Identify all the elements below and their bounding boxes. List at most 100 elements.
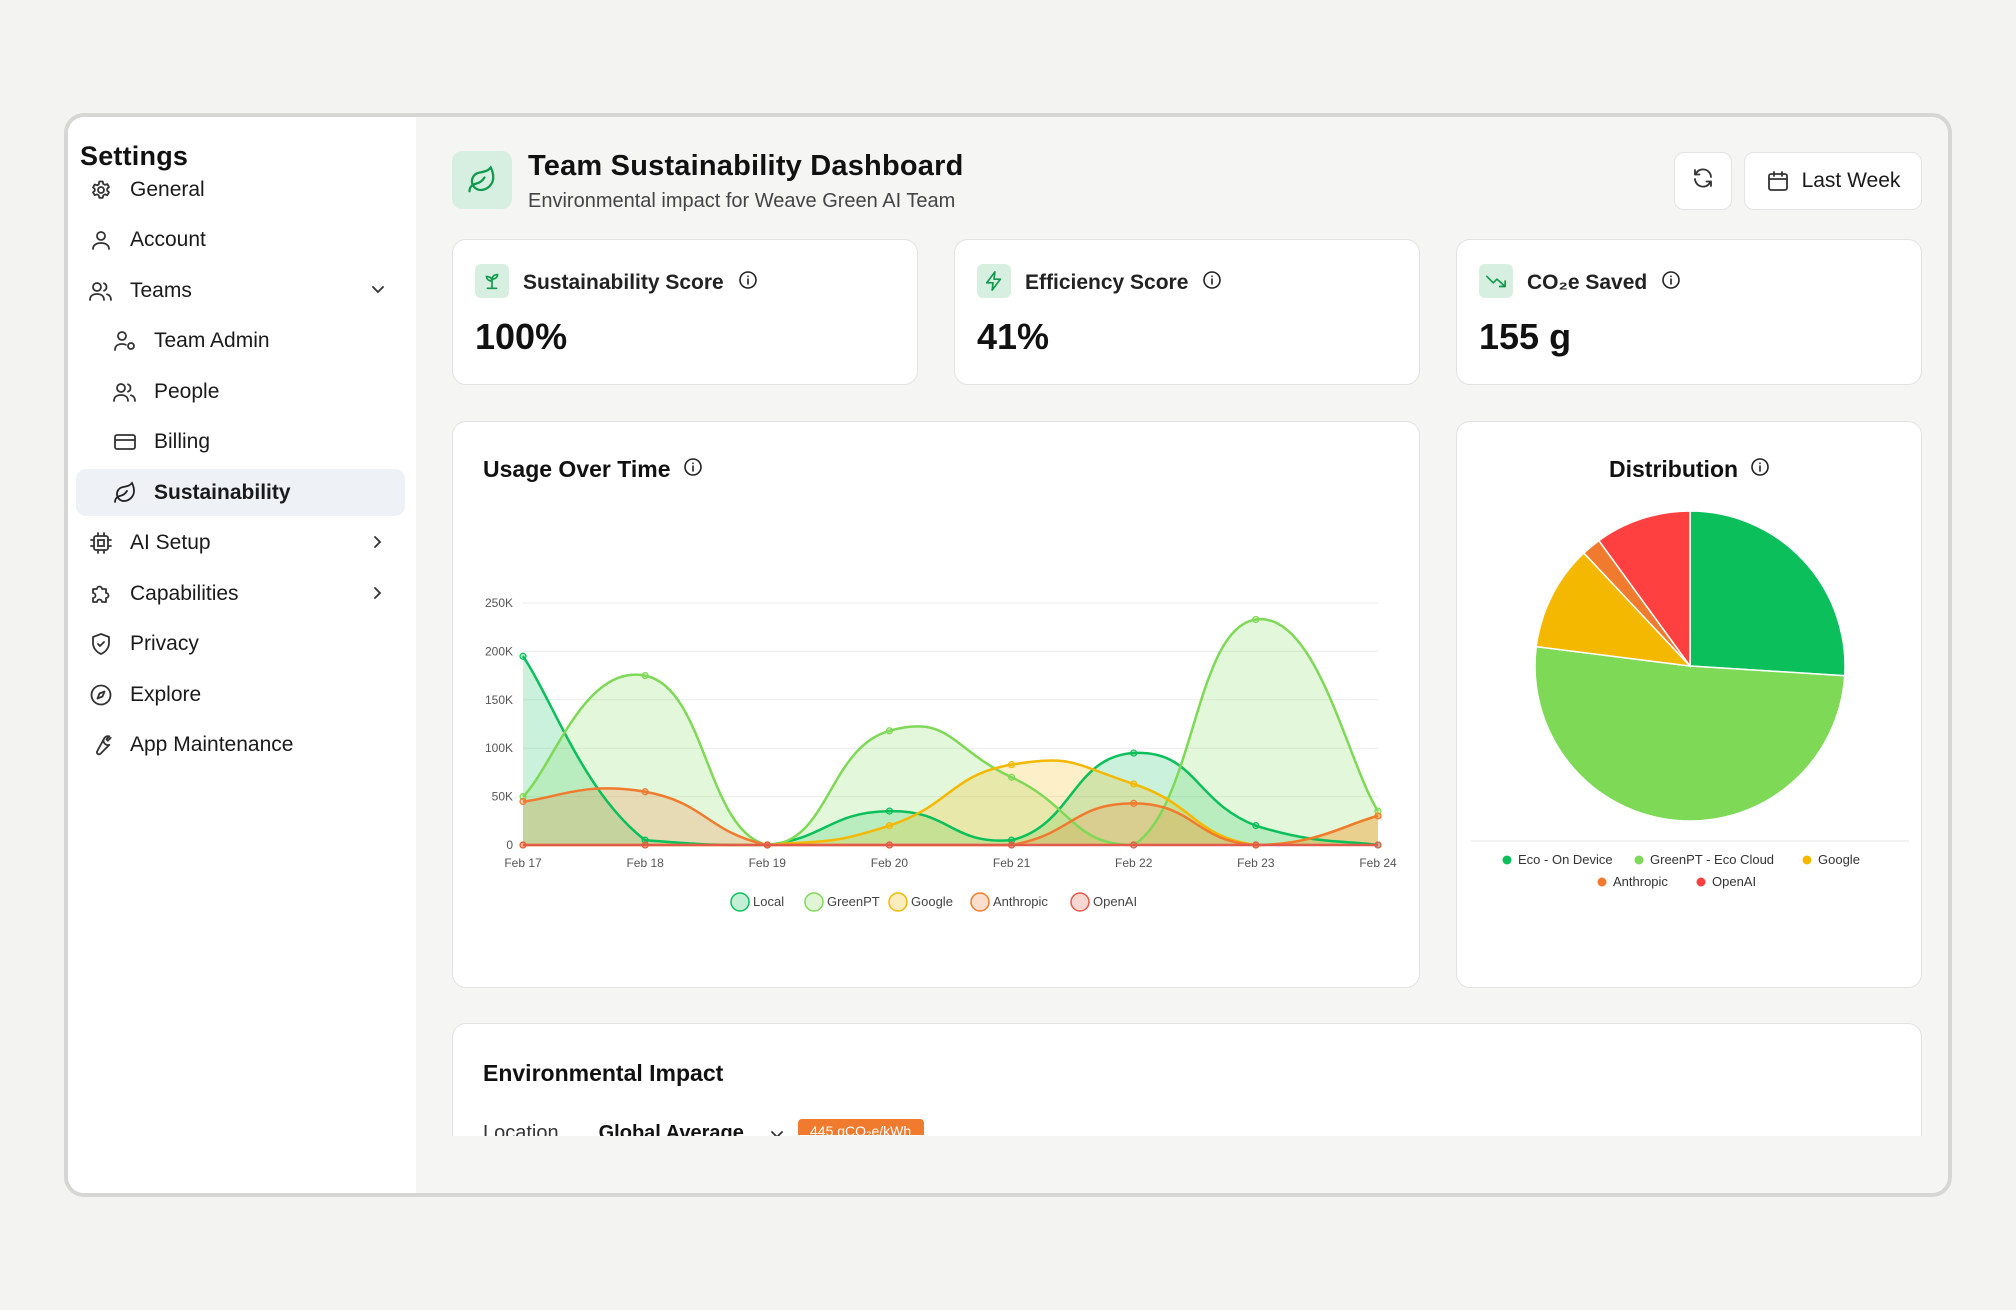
users-icon (88, 278, 114, 304)
sidebar-item-billing[interactable]: Billing (76, 418, 405, 465)
wrench-icon (88, 732, 114, 758)
usage-chart[interactable]: 0 50K 100K 150K 200K 250K Feb 17 Feb 18 Feb 19 Fe… (453, 422, 1421, 989)
sidebar-item-ai-setup[interactable]: AI Setup (76, 519, 405, 566)
chevron-right-icon[interactable] (367, 531, 389, 553)
legend-label: OpenAI (1712, 874, 1756, 889)
info-icon[interactable] (1750, 456, 1770, 483)
main-content: Team Sustainability Dashboard Environmen… (416, 117, 1948, 1193)
location-select[interactable]: Global Average (598, 1123, 744, 1136)
sidebar-item-label: Sustainability (154, 480, 291, 504)
leaf-icon (452, 151, 512, 209)
sidebar-item-privacy[interactable]: Privacy (76, 620, 405, 667)
stat-label: CO₂e Saved (1527, 270, 1681, 296)
distribution-card: Distribution Eco - On Device GreenPT - Ec… (1456, 421, 1922, 988)
page-title: Team Sustainability Dashboard (528, 150, 964, 182)
calendar-icon (1766, 169, 1790, 193)
legend-item: Google (888, 892, 953, 912)
sidebar-item-label: AI Setup (130, 530, 211, 554)
sidebar-item-label: Billing (154, 429, 211, 453)
legend-item: OpenAI (1070, 892, 1137, 912)
sidebar-item-general[interactable]: General (76, 166, 405, 213)
data-point (1374, 841, 1382, 849)
legend-item: Google (1802, 852, 1860, 867)
page-subtitle: Environmental impact for Weave Green AI … (528, 190, 956, 212)
users-icon (112, 379, 138, 405)
distribution-title-text: Distribution (1609, 456, 1739, 482)
stat-card-efficiency: Efficiency Score 41% (954, 239, 1420, 385)
sidebar-item-label: Teams (130, 278, 192, 302)
data-point (885, 727, 894, 735)
legend-swatch (1696, 877, 1706, 887)
stat-label-text: Efficiency Score (1025, 271, 1189, 294)
y-tick-label: 150K (485, 693, 513, 707)
sidebar-item-label: Capabilities (130, 581, 239, 605)
x-tick-label: Feb 18 (626, 856, 664, 870)
sidebar-item-teams[interactable]: Teams (76, 267, 405, 314)
sprout-icon (475, 264, 509, 298)
data-point (641, 788, 649, 796)
legend-item: OpenAI (1696, 874, 1756, 889)
legend-label: GreenPT - Eco Cloud (1650, 852, 1774, 867)
sidebar-item-people[interactable]: People (76, 368, 405, 415)
chevron-down-icon[interactable] (367, 279, 389, 301)
distribution-chart[interactable]: Eco - On Device GreenPT - Eco Cloud Google… (1457, 422, 1923, 989)
credit-card-icon (112, 429, 138, 455)
stat-card-sustainability: Sustainability Score 100% (452, 239, 918, 385)
series-line (521, 655, 1379, 847)
data-point (1007, 841, 1016, 849)
app-window: Settings General Account Teams (64, 113, 1952, 1197)
info-icon[interactable] (738, 270, 758, 296)
series-area (523, 788, 1378, 845)
pie-slice (1535, 551, 1692, 668)
data-point (519, 793, 527, 801)
location-row: Location Global Average (483, 1123, 803, 1136)
legend-label: Google (1818, 852, 1860, 867)
info-icon[interactable] (1661, 270, 1681, 296)
sidebar-item-explore[interactable]: Explore (76, 671, 405, 718)
shield-icon (88, 631, 114, 657)
date-range-button[interactable]: Last Week (1744, 152, 1922, 210)
data-point (1007, 836, 1016, 844)
compass-icon (88, 682, 114, 708)
x-tick-label: Feb 21 (993, 856, 1031, 870)
legend-swatch (1634, 855, 1644, 865)
sidebar-item-label: App Maintenance (130, 732, 294, 756)
refresh-button[interactable] (1674, 152, 1732, 210)
stat-card-co2-saved: CO₂e Saved 155 g (1456, 239, 1922, 385)
data-point (885, 807, 894, 815)
legend-item: Eco - On Device (1502, 852, 1613, 867)
legend-swatch (1802, 855, 1812, 865)
sidebar-item-team-admin[interactable]: Team Admin (76, 317, 405, 364)
cpu-icon (88, 530, 114, 556)
pie-slice (1597, 510, 1691, 669)
legend-swatch (730, 892, 750, 912)
sidebar-item-label: Privacy (130, 631, 199, 655)
chevron-down-icon[interactable] (767, 1124, 787, 1136)
data-point (641, 672, 649, 680)
sidebar-item-account[interactable]: Account (76, 216, 405, 263)
x-tick-label: Feb 19 (749, 856, 787, 870)
data-point (885, 841, 894, 849)
data-point (519, 841, 527, 849)
data-point (1252, 822, 1260, 830)
x-tick-label: Feb 23 (1237, 856, 1275, 870)
leaf-icon (112, 480, 138, 506)
legend-label: Google (911, 894, 953, 909)
data-point (641, 841, 649, 849)
data-point (1130, 799, 1138, 807)
info-icon[interactable] (1202, 270, 1222, 296)
info-icon[interactable] (683, 456, 703, 483)
sidebar-item-capabilities[interactable]: Capabilities (76, 570, 405, 617)
series-area (523, 760, 1378, 845)
legend-label: OpenAI (1093, 894, 1137, 909)
chevron-right-icon[interactable] (367, 582, 389, 604)
sidebar-item-sustainability[interactable]: Sustainability (76, 469, 405, 516)
refresh-icon (1691, 166, 1715, 196)
legend-label: GreenPT (827, 894, 880, 909)
gear-icon (88, 177, 114, 203)
user-cog-icon (112, 328, 138, 354)
stat-value: 41% (977, 316, 1050, 357)
sidebar-item-app-maintenance[interactable]: App Maintenance (76, 721, 405, 768)
legend-swatch (1597, 877, 1607, 887)
legend-item: Anthropic (970, 892, 1048, 912)
